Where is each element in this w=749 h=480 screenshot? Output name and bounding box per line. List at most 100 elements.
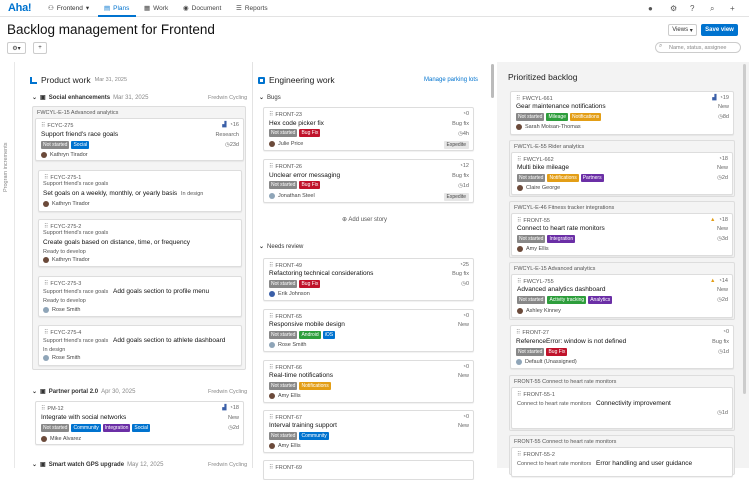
gear-icon[interactable]: ⚙ [670, 4, 678, 13]
status-badge[interactable]: Not started [269, 181, 298, 189]
card-title[interactable]: Set goals on a weekly, monthly, or yearl… [43, 190, 178, 197]
card-assignee[interactable]: Julie Price [269, 141, 303, 147]
help-icon[interactable]: ? [690, 4, 695, 13]
drag-handle-icon[interactable]: ⠿ [41, 123, 46, 129]
drag-handle-icon[interactable]: ⠿ [517, 452, 522, 458]
status-badge[interactable]: Not started [517, 174, 546, 182]
card-title[interactable]: Add goals section to profile menu [113, 288, 210, 295]
tag[interactable]: Community [71, 424, 101, 432]
release-partner-portal[interactable]: ⌄ ▣ Partner portal 2.0 Apr 30, 2025 [32, 388, 135, 396]
tag[interactable]: Community [299, 432, 329, 440]
bug-card[interactable]: ⠿ FRONT-26 ◔12 Unclear error messaging Bu… [263, 159, 474, 203]
save-view-button[interactable]: Save view [701, 24, 738, 36]
status-badge[interactable]: Not started [269, 280, 298, 288]
drag-handle-icon[interactable]: ⠿ [44, 330, 49, 336]
tab-plans[interactable]: ▤ Plans [104, 4, 129, 13]
drag-handle-icon[interactable]: ⠿ [269, 365, 274, 371]
backlog-card[interactable]: ⠿ FRONT-55-1 Connect to heart rate monito… [511, 387, 733, 429]
scrollbar[interactable] [491, 64, 494, 98]
drag-handle-icon[interactable]: ⠿ [516, 330, 521, 336]
card-assignee[interactable]: Erik Johnson [269, 291, 310, 297]
needs-review-section[interactable]: ⌄ Needs review [259, 243, 303, 251]
card-assignee[interactable]: Default (Unassigned) [516, 359, 577, 365]
card-title[interactable]: Connectivity improvement [596, 400, 671, 407]
drag-handle-icon[interactable]: ⠿ [517, 279, 522, 285]
tag[interactable]: Integration [547, 235, 576, 243]
drag-handle-icon[interactable]: ⠿ [269, 263, 274, 269]
feature-card[interactable]: ⠿ FCYC-275 ▟ ◔16 Support friend's race go… [35, 118, 244, 161]
card-assignee[interactable]: Kathryn Tirador [43, 201, 90, 207]
card-title[interactable]: Support friend's race goals [41, 131, 119, 138]
status-badge[interactable]: Not started [269, 331, 298, 339]
status-badge[interactable]: Not started [516, 348, 545, 356]
tab-document[interactable]: ◉ Document [183, 4, 221, 13]
tag[interactable]: Android [299, 331, 321, 339]
card-assignee[interactable]: Kathryn Tirador [41, 152, 88, 158]
tag[interactable]: Mileage [546, 113, 568, 121]
card-title[interactable]: Create goals based on distance, time, or… [43, 239, 191, 246]
tag[interactable]: Bug Fix [299, 280, 321, 288]
backlog-card[interactable]: ⠿ FWCYL-662 ◔18 Multi bike mileage New No… [511, 152, 733, 195]
tag[interactable]: Integration [102, 424, 131, 432]
backlog-card[interactable]: ⠿ FWCYL-755 ▲ ◔14 Advanced analytics dash… [511, 274, 733, 318]
card-assignee[interactable]: Rose Smith [43, 307, 80, 313]
card-assignee[interactable]: Rose Smith [269, 342, 306, 348]
drag-handle-icon[interactable]: ⠿ [517, 218, 522, 224]
backlog-card[interactable]: ⠿ FRONT-55 ▲ ◔18 Connect to heart rate mo… [511, 213, 733, 256]
card-title[interactable]: ReferenceError: window is not defined [516, 338, 627, 345]
bugs-section[interactable]: ⌄ Bugs [259, 94, 281, 102]
drag-handle-icon[interactable]: ⠿ [44, 281, 49, 287]
backlog-card[interactable]: ⠿ FWCYL-661 ▟ ◔19 Gear maintenance notifi… [510, 91, 734, 135]
card-title[interactable]: Responsive mobile design [269, 321, 345, 328]
status-badge[interactable]: Not started [269, 432, 298, 440]
drag-handle-icon[interactable]: ⠿ [41, 406, 46, 412]
drag-handle-icon[interactable]: ⠿ [44, 175, 49, 181]
status-badge[interactable]: Not started [517, 235, 546, 243]
tag[interactable]: Bug Fix [546, 348, 568, 356]
review-card[interactable]: ⠿ FRONT-69 [263, 460, 474, 480]
tag[interactable]: Social [71, 141, 90, 149]
status-badge[interactable]: Not started [41, 141, 70, 149]
tab-work[interactable]: ▦ Work [144, 4, 168, 13]
release-social-enhancements[interactable]: ⌄ ▣ Social enhancements Mar 31, 2025 [32, 94, 148, 102]
program-increments-strip[interactable]: Program increments [0, 62, 15, 468]
card-assignee[interactable]: Amy Ellis [269, 443, 301, 449]
search-icon[interactable]: ⌕ [710, 4, 715, 13]
card-title[interactable]: Add goals section to athlete dashboard [113, 337, 226, 344]
card-title[interactable]: Unclear error messaging [269, 172, 341, 179]
tab-reports[interactable]: ☰ Reports [236, 4, 268, 13]
tag[interactable]: Analytics [588, 296, 613, 304]
card-title[interactable]: Multi bike mileage [517, 164, 570, 171]
drag-handle-icon[interactable]: ⠿ [517, 157, 522, 163]
add-icon[interactable]: + [730, 4, 735, 13]
card-assignee[interactable]: Jonathan Steel [269, 193, 315, 199]
drag-handle-icon[interactable]: ⠿ [269, 112, 274, 118]
add-button[interactable]: + [33, 42, 47, 54]
story-card[interactable]: ⠿ FCYC-275-1 Support friend's race goals … [38, 170, 242, 212]
status-badge[interactable]: Not started [517, 296, 546, 304]
tag[interactable]: Notifications [547, 174, 579, 182]
card-assignee[interactable]: Kathryn Tirador [43, 257, 90, 263]
card-assignee[interactable]: Amy Ellis [269, 393, 301, 399]
card-title[interactable]: Real-time notifications [269, 372, 333, 379]
tag[interactable]: Activity tracking [547, 296, 587, 304]
tag[interactable]: iOS [322, 331, 336, 339]
tag[interactable]: Bug Fix [299, 129, 321, 137]
drag-handle-icon[interactable]: ⠿ [44, 224, 49, 230]
tag[interactable]: Partners [580, 174, 604, 182]
review-card[interactable]: ⠿ FRONT-66 ◔0 Real-time notifications New… [263, 360, 474, 403]
card-title[interactable]: Interval training support [269, 422, 337, 429]
story-card[interactable]: ⠿ FCYC-275-4 Support friend's race goals … [38, 325, 242, 366]
views-button[interactable]: Views ▾ [668, 24, 697, 36]
card-title[interactable]: Error handling and user guidance [596, 460, 693, 467]
story-card[interactable]: ⠿ FCYC-275-3 Support friend's race goals … [38, 276, 242, 317]
card-title[interactable]: Gear maintenance notifications [516, 103, 606, 110]
drag-handle-icon[interactable]: ⠿ [517, 392, 522, 398]
review-card[interactable]: ⠿ FRONT-67 ◔0 Interval training support N… [263, 410, 474, 453]
card-title[interactable]: Connect to heart rate monitors [517, 225, 605, 232]
card-assignee[interactable]: Ashley Kinney [517, 308, 561, 314]
tag[interactable]: Bug Fix [299, 181, 321, 189]
status-badge[interactable]: Not started [41, 424, 70, 432]
review-card[interactable]: ⠿ FRONT-49 ◔25 Refactoring technical cons… [263, 258, 474, 301]
tag[interactable]: Notifications [299, 382, 331, 390]
